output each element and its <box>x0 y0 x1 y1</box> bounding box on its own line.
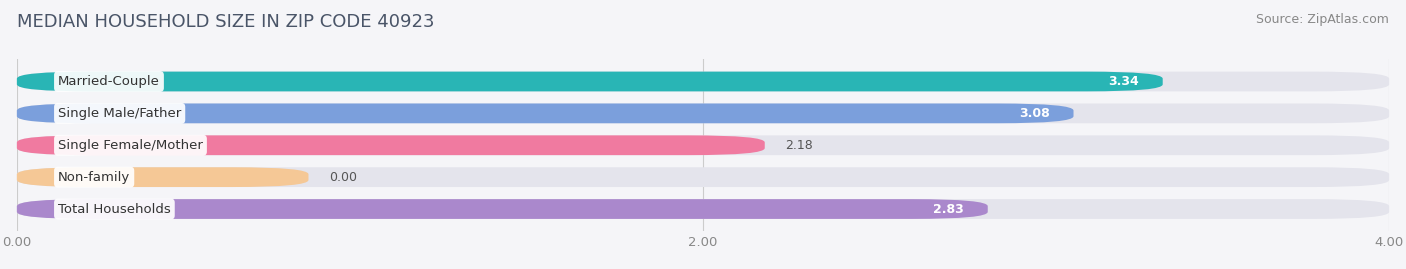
FancyBboxPatch shape <box>17 135 765 155</box>
Text: 3.34: 3.34 <box>1108 75 1139 88</box>
Text: Married-Couple: Married-Couple <box>58 75 160 88</box>
FancyBboxPatch shape <box>17 199 1389 219</box>
FancyBboxPatch shape <box>17 104 1389 123</box>
Text: Single Male/Father: Single Male/Father <box>58 107 181 120</box>
Text: Non-family: Non-family <box>58 171 131 184</box>
Text: Total Households: Total Households <box>58 203 170 215</box>
Text: Single Female/Mother: Single Female/Mother <box>58 139 202 152</box>
FancyBboxPatch shape <box>17 135 1389 155</box>
FancyBboxPatch shape <box>17 72 1389 91</box>
Text: Source: ZipAtlas.com: Source: ZipAtlas.com <box>1256 13 1389 26</box>
FancyBboxPatch shape <box>17 199 988 219</box>
Text: 3.08: 3.08 <box>1019 107 1049 120</box>
FancyBboxPatch shape <box>17 104 1074 123</box>
FancyBboxPatch shape <box>17 167 308 187</box>
Text: 0.00: 0.00 <box>329 171 357 184</box>
FancyBboxPatch shape <box>17 72 1163 91</box>
Text: MEDIAN HOUSEHOLD SIZE IN ZIP CODE 40923: MEDIAN HOUSEHOLD SIZE IN ZIP CODE 40923 <box>17 13 434 31</box>
FancyBboxPatch shape <box>17 167 1389 187</box>
Text: 2.83: 2.83 <box>934 203 963 215</box>
Text: 2.18: 2.18 <box>786 139 813 152</box>
